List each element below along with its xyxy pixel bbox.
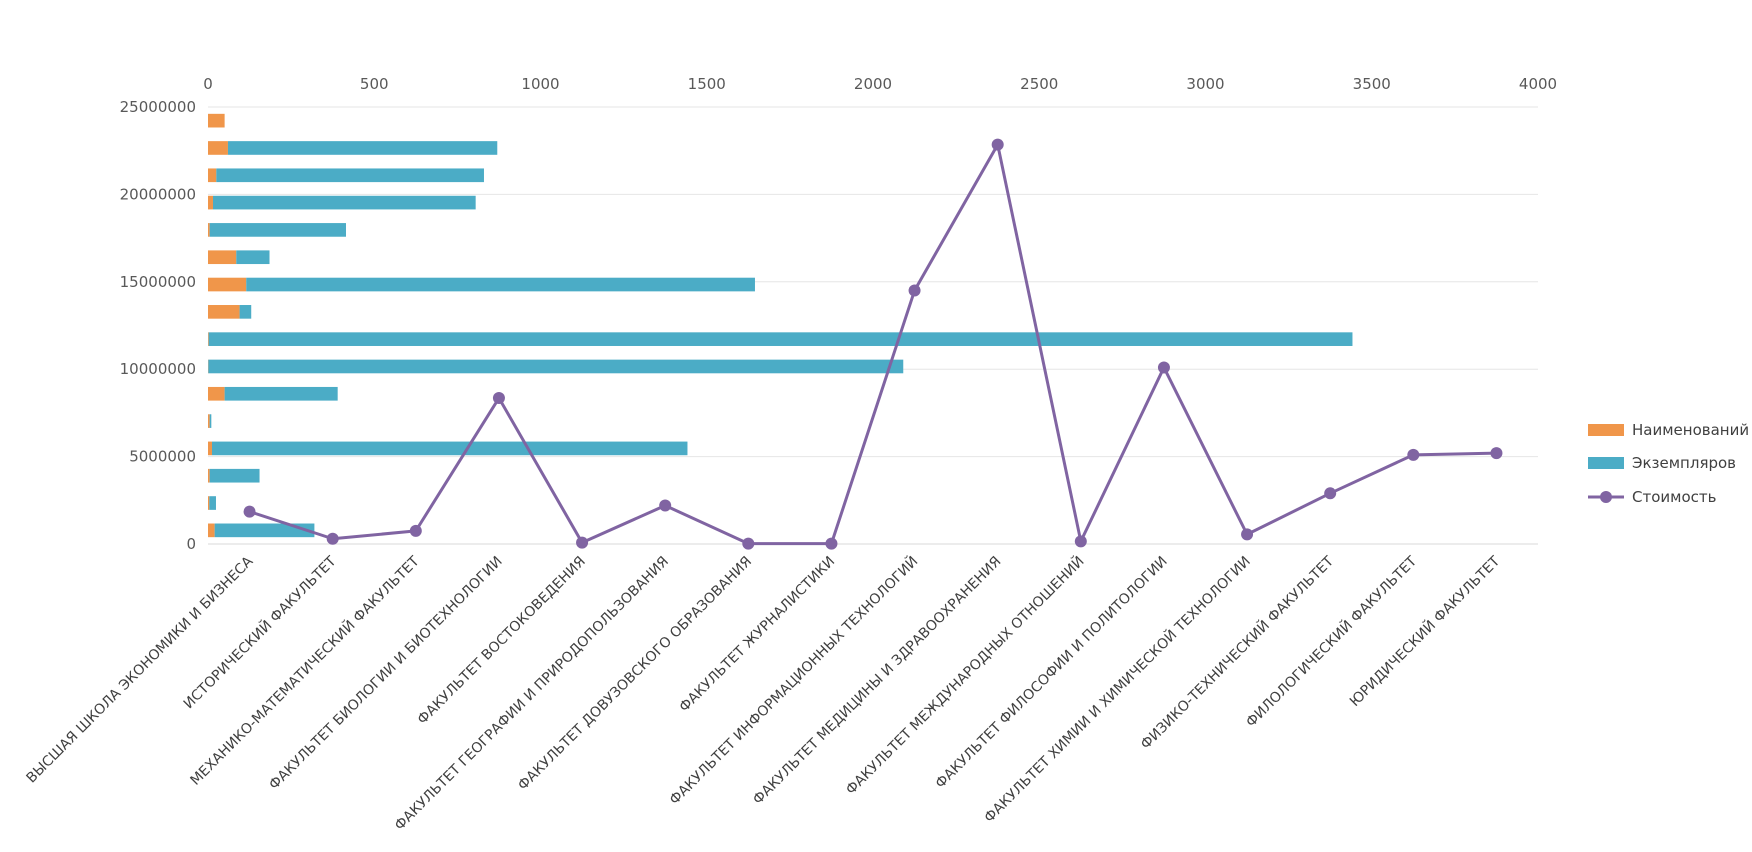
bar-ekzemplyarov (224, 386, 338, 401)
bar-naimenovaniy (208, 305, 240, 319)
cost-line (243, 138, 1503, 550)
cost-point (243, 505, 256, 518)
bar-naimenovaniy (208, 168, 217, 183)
y-tick-label: 5000000 (129, 448, 196, 466)
cost-point (576, 536, 589, 549)
y-tick-label: 15000000 (120, 273, 196, 291)
bar-ekzemplyarov (211, 441, 688, 456)
legend-marker-stoimost (1600, 491, 1612, 503)
legend-label: Наименований (1632, 421, 1749, 439)
bar-naimenovaniy (208, 223, 210, 237)
legend-label: Стоимость (1632, 488, 1716, 506)
category-label: ФАКУЛЬТЕТ ГЕОГРАФИИ И ПРИРОДОПОЛЬЗОВАНИЯ (392, 554, 672, 834)
cost-point (326, 532, 339, 545)
left-axis-ticks: 0 5000000 10000000 15000000 20000000 25000000 (120, 98, 196, 553)
cost-point (1407, 448, 1420, 461)
category-label: ИСТОРИЧЕСКИЙ ФАКУЛЬТЕТ (179, 552, 339, 712)
x-top-tick-label: 2000 (854, 75, 892, 93)
cost-point (492, 392, 505, 405)
cost-point (1157, 361, 1170, 374)
bar-ekzemplyarov (212, 195, 476, 210)
bar-naimenovaniy (208, 332, 209, 346)
category-labels: ВЫСШАЯ ШКОЛА ЭКОНОМИКИ И БИЗНЕСАИСТОРИЧЕ… (24, 552, 1504, 834)
category-label: ФАКУЛЬТЕТ ХИМИИ И ХИМИЧЕСКОЙ ТЕХНОЛОГИИ (980, 552, 1254, 826)
bar-naimenovaniy (208, 496, 210, 510)
x-top-tick-label: 4000 (1519, 75, 1557, 93)
x-top-tick-label: 500 (360, 75, 389, 93)
bar-naimenovaniy (208, 468, 210, 483)
bar-ekzemplyarov (227, 141, 498, 155)
bar-ekzemplyarov (236, 250, 270, 265)
bar-ekzemplyarov (208, 332, 1353, 346)
cost-point (742, 537, 755, 550)
cost-point (991, 138, 1004, 151)
bar-naimenovaniy (208, 523, 215, 538)
y-tick-label: 20000000 (120, 185, 196, 203)
cost-point (1324, 487, 1337, 500)
bar-ekzemplyarov (209, 496, 216, 510)
bar-naimenovaniy (208, 141, 228, 155)
y-tick-label: 0 (186, 535, 196, 553)
x-top-tick-label: 1000 (521, 75, 559, 93)
bar-naimenovaniy (208, 277, 247, 292)
y-tick-label: 10000000 (120, 360, 196, 378)
x-top-tick-label: 1500 (688, 75, 726, 93)
bar-naimenovaniy (208, 195, 213, 210)
bar-naimenovaniy (208, 386, 225, 401)
legend-swatch-naimenovaniy (1588, 424, 1624, 436)
bar-naimenovaniy (208, 250, 237, 265)
bar-ekzemplyarov (208, 359, 904, 374)
bar-ekzemplyarov (209, 223, 346, 237)
bar-ekzemplyarov (239, 305, 252, 319)
category-label: ФАКУЛЬТЕТ ВОСТОКОВЕДЕНИЯ (415, 554, 589, 728)
bar-ekzemplyarov (209, 468, 260, 483)
legend-swatch-ekzemplyarov (1588, 457, 1624, 469)
category-label: ФАКУЛЬТЕТ ЖУРНАЛИСТИКИ (676, 554, 838, 716)
cost-point (1074, 535, 1087, 548)
bar-ekzemplyarov (246, 277, 755, 292)
legend: Наименований Экземпляров Стоимость (1588, 421, 1749, 506)
cost-point (1490, 447, 1503, 460)
bar-ekzemplyarov (209, 414, 212, 428)
bar-naimenovaniy (208, 414, 210, 428)
cost-point (825, 537, 838, 550)
bar-ekzemplyarov (216, 168, 484, 183)
bar-naimenovaniy (208, 441, 212, 456)
category-label: ФИЗИКО-ТЕХНИЧЕСКИЙ ФАКУЛЬТЕТ (1136, 552, 1337, 753)
x-top-tick-label: 2500 (1020, 75, 1058, 93)
legend-label: Экземпляров (1632, 454, 1736, 472)
bar-ekzemplyarov (214, 523, 315, 538)
cost-point (908, 284, 921, 297)
y-tick-label: 25000000 (120, 98, 196, 116)
x-top-tick-label: 3500 (1353, 75, 1391, 93)
cost-point (659, 499, 672, 512)
x-top-tick-label: 0 (203, 75, 213, 93)
cost-point (409, 524, 422, 537)
category-label: ФИЛОЛОГИЧЕСКИЙ ФАКУЛЬТЕТ (1242, 552, 1421, 731)
top-axis-ticks: 0 500 1000 1500 2000 2500 3000 3500 4000 (203, 75, 1557, 93)
bar-naimenovaniy (208, 113, 225, 128)
category-label: ЮРИДИЧЕСКИЙ ФАКУЛЬТЕТ (1345, 552, 1503, 710)
bars (208, 113, 1353, 538)
x-top-tick-label: 3000 (1186, 75, 1224, 93)
cost-point (1241, 528, 1254, 541)
cost-series-line (249, 143, 1497, 546)
